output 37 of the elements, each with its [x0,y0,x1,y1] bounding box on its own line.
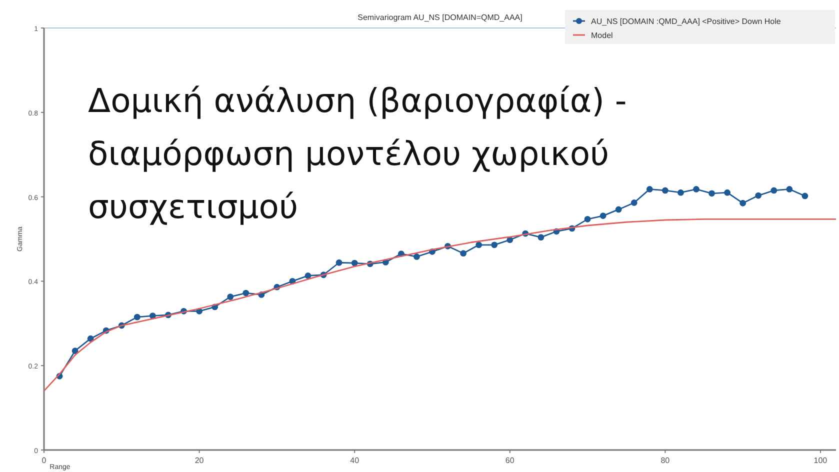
point [802,192,808,200]
point [708,190,715,197]
legend-label: Model [591,31,614,40]
point [615,206,622,213]
point [646,186,653,192]
point [584,216,591,222]
point [755,192,762,199]
x-tick-label: 100 [814,456,828,465]
point [693,186,700,192]
legend-label: AU_NS [DOMAIN :QMD_AAA] <Positive> Down Hole [591,17,782,26]
chart-title: Semivariogram AU_NS [DOMAIN=QMD_AAA] [358,13,522,22]
point [538,234,544,241]
point [662,187,668,194]
point [72,348,78,354]
point [351,260,358,266]
point [134,314,140,320]
point [304,272,312,279]
point [476,242,482,248]
point [336,259,342,266]
point [600,212,606,219]
point [630,200,638,206]
point [770,187,778,194]
point [242,290,250,296]
point [740,200,746,206]
x-tick-label: 60 [505,456,515,465]
x-tick-label: 20 [194,456,204,465]
annotation: Δομική ανάλυση (βαριογραφία) - διαμόρφωση μοντέλου χωρικού συσχετισμού [88,81,627,226]
point [414,254,420,260]
point [491,242,498,248]
x-tick-label: 0 [42,456,47,465]
point [786,186,793,192]
x-tick-label: 80 [660,456,670,465]
point [724,189,730,196]
x-tick-label: 40 [350,456,360,465]
point [227,294,234,300]
point [678,189,684,196]
point [460,250,466,257]
